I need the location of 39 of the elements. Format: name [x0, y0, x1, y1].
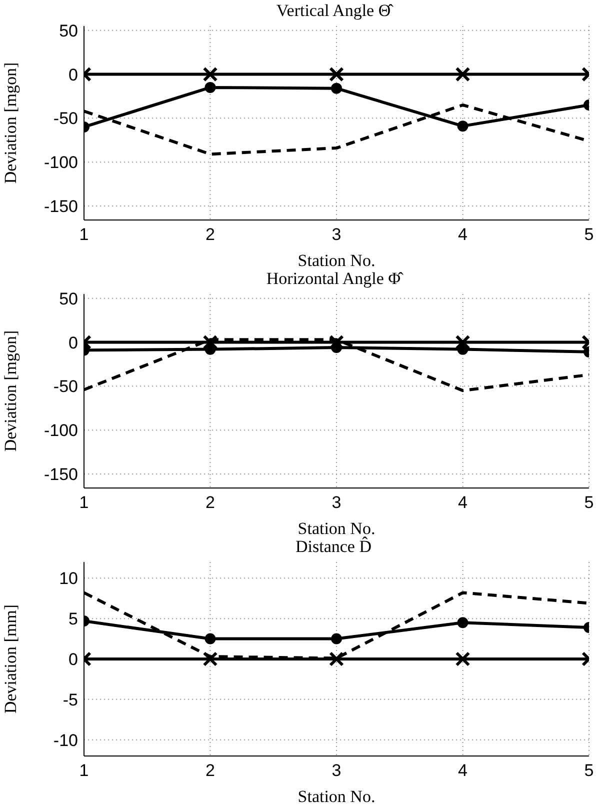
y-tick-label: -150 — [44, 464, 78, 484]
x-tick-label: 5 — [584, 493, 594, 512]
y-tick-label: -100 — [44, 421, 78, 440]
x-tick-label: 5 — [584, 225, 594, 244]
x-tick-label: 4 — [458, 493, 468, 512]
y-tick-label: 0 — [68, 650, 78, 670]
x-axis-title: Station No. — [298, 519, 376, 538]
x-tick-label: 2 — [206, 225, 215, 244]
x-tick-label: 3 — [332, 493, 342, 512]
x-axis-title: Station No. — [298, 251, 376, 270]
x-tick-label: 3 — [332, 225, 342, 244]
x-tick-label: 2 — [206, 761, 215, 780]
chart-title: Distance D̂ — [294, 536, 372, 558]
x-tick-label: 5 — [584, 761, 594, 780]
y-tick-label: -50 — [53, 109, 78, 128]
x-tick-label: 1 — [79, 225, 89, 244]
y-tick-label: 5 — [68, 610, 78, 629]
y-tick-label: -100 — [44, 153, 78, 172]
y-tick-label: -150 — [44, 196, 78, 216]
y-tick-label: 50 — [59, 289, 78, 308]
y-tick-label: -50 — [53, 377, 78, 396]
y-tick-label: 0 — [68, 65, 78, 84]
x-tick-label: 2 — [206, 493, 215, 512]
y-axis-title: Deviation [mgon] — [1, 62, 20, 184]
x-axis-title: Station No. — [298, 787, 376, 805]
y-tick-label: 50 — [59, 21, 78, 40]
x-tick-label: 3 — [332, 761, 342, 780]
y-tick-label: 0 — [68, 333, 78, 352]
x-tick-label: 4 — [458, 225, 468, 244]
x-tick-label: 1 — [79, 493, 89, 512]
y-tick-label: 10 — [59, 569, 78, 588]
x-tick-label: 4 — [458, 761, 468, 780]
chart-title: Vertical Angle Θ̂ — [275, 0, 394, 22]
y-axis-title: Deviation [mgon] — [1, 330, 20, 452]
y-axis-title: Deviation [mm] — [1, 604, 20, 714]
x-tick-label: 1 — [79, 761, 89, 780]
chart-title: Horizontal Angle Φ̂ — [265, 268, 404, 290]
y-tick-label: -10 — [53, 730, 78, 750]
y-tick-label: -5 — [62, 690, 78, 710]
